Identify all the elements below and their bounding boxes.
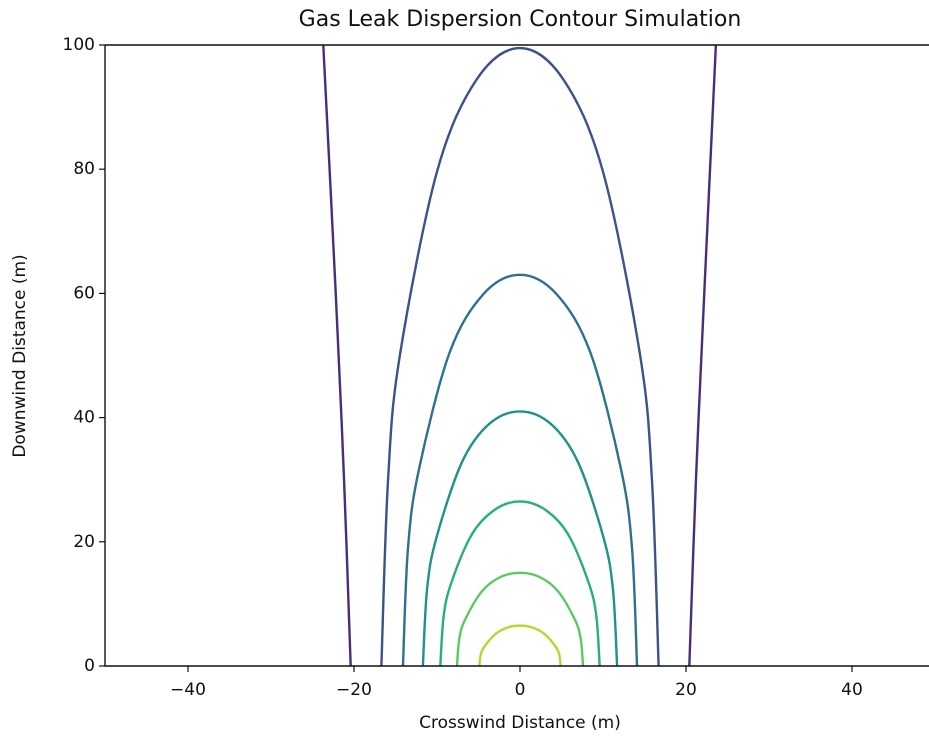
y-tick-label: 100 xyxy=(63,35,95,55)
x-tick-label: −40 xyxy=(170,680,206,700)
y-tick-label: 60 xyxy=(73,283,95,303)
contour-line xyxy=(455,571,585,667)
contour-line xyxy=(322,44,352,667)
y-tick-label: 0 xyxy=(84,656,95,676)
chart-title: Gas Leak Dispersion Contour Simulation xyxy=(299,7,742,32)
x-tick-label: −20 xyxy=(336,680,372,700)
y-tick-label: 40 xyxy=(73,408,95,428)
contour-line xyxy=(421,410,619,667)
contour-line xyxy=(439,500,601,667)
y-axis-label: Downwind Distance (m) xyxy=(10,254,30,457)
contour-line xyxy=(401,273,639,667)
x-tick-label: 0 xyxy=(515,680,526,700)
y-tick-label: 20 xyxy=(73,532,95,552)
x-axis-label: Crosswind Distance (m) xyxy=(419,713,621,733)
contour-line xyxy=(380,46,660,667)
contour-line xyxy=(478,624,562,667)
x-tick-label: 40 xyxy=(841,680,863,700)
axes-frame xyxy=(104,44,929,667)
y-tick-label: 80 xyxy=(73,159,95,179)
x-tick-label: 20 xyxy=(675,680,697,700)
contour-line xyxy=(688,44,718,667)
